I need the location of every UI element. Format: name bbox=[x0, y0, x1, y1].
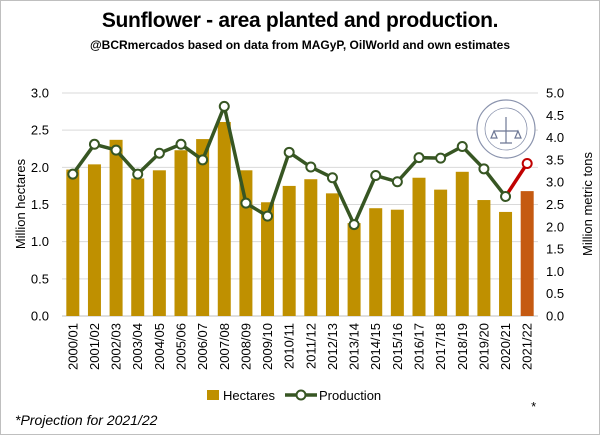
bar-hectares bbox=[499, 211, 513, 316]
bar-hectares bbox=[174, 150, 188, 316]
production-point bbox=[240, 197, 252, 209]
right-tick-label: 1.0 bbox=[546, 264, 564, 279]
production-point bbox=[326, 172, 338, 184]
footnote: *Projection for 2021/22 bbox=[15, 412, 158, 428]
production-point bbox=[262, 210, 274, 222]
legend-production-label: Production bbox=[319, 388, 381, 403]
production-projection-line bbox=[504, 162, 529, 198]
right-tick-label: 2.0 bbox=[546, 219, 564, 234]
legend-hectares-swatch bbox=[207, 390, 219, 400]
x-tick-label: 2006/07 bbox=[195, 323, 210, 370]
production-point bbox=[391, 176, 403, 188]
x-tick-label: 2010/11 bbox=[282, 323, 297, 369]
bar-hectares bbox=[477, 200, 491, 316]
production-point bbox=[132, 168, 144, 180]
production-point bbox=[67, 168, 79, 180]
x-tick-label: 2017/18 bbox=[433, 323, 448, 370]
bar-hectares bbox=[412, 177, 426, 316]
production-point bbox=[456, 141, 468, 153]
right-tick-label: 4.5 bbox=[546, 108, 564, 123]
x-tick-label: 2019/20 bbox=[476, 323, 491, 370]
bar-hectares bbox=[66, 169, 80, 316]
x-tick-label: 2014/15 bbox=[368, 323, 383, 370]
x-tick-label: 2018/19 bbox=[455, 323, 470, 370]
production-point bbox=[197, 154, 209, 166]
right-tick-label: 2.5 bbox=[546, 197, 564, 212]
production-point bbox=[521, 157, 533, 169]
bar-hectares bbox=[520, 191, 534, 316]
production-point bbox=[478, 163, 490, 175]
production-point bbox=[500, 190, 512, 202]
production-point bbox=[110, 144, 122, 156]
x-tick-label: 2015/16 bbox=[390, 323, 405, 370]
bar-hectares bbox=[282, 185, 296, 316]
x-tick-label: 2004/05 bbox=[152, 323, 167, 370]
chart-title: Sunflower - area planted and production. bbox=[101, 9, 499, 32]
right-tick-label: 4.0 bbox=[546, 130, 564, 145]
right-tick-label: 1.5 bbox=[546, 242, 564, 257]
left-axis-label: Million hectares bbox=[13, 158, 28, 249]
production-point bbox=[413, 152, 425, 164]
legend-hectares-label: Hectares bbox=[223, 388, 276, 403]
bar-hectares bbox=[87, 164, 101, 316]
production-point bbox=[283, 146, 295, 158]
left-tick-label: 2.0 bbox=[31, 160, 49, 175]
bar-hectares bbox=[434, 189, 448, 316]
x-tick-label: 2003/04 bbox=[130, 323, 145, 370]
x-tick-label: 2005/06 bbox=[174, 323, 189, 370]
right-tick-label: 0.5 bbox=[546, 286, 564, 301]
production-point bbox=[153, 147, 165, 159]
legend-production-marker bbox=[295, 389, 307, 401]
x-tick-label: 2008/09 bbox=[238, 323, 253, 370]
x-tick-label: 2002/03 bbox=[109, 323, 124, 370]
x-tick-label: 2020/21 bbox=[498, 323, 513, 370]
bar-hectares bbox=[239, 170, 253, 316]
x-tick-label: 2000/01 bbox=[65, 323, 80, 370]
left-tick-label: 2.5 bbox=[31, 123, 49, 138]
bar-hectares bbox=[304, 179, 318, 316]
left-tick-label: 0.5 bbox=[31, 271, 49, 286]
left-tick-label: 1.0 bbox=[31, 234, 49, 249]
left-tick-label: 0.0 bbox=[31, 309, 49, 324]
production-point bbox=[370, 170, 382, 182]
bar-hectares bbox=[390, 209, 404, 316]
x-tick-label: 2001/02 bbox=[87, 323, 102, 370]
bar-hectares bbox=[261, 202, 275, 316]
x-tick-label: 2013/14 bbox=[347, 323, 362, 370]
bar-hectares bbox=[347, 223, 361, 316]
left-tick-label: 1.5 bbox=[31, 197, 49, 212]
bar-hectares bbox=[455, 171, 469, 316]
bar-hectares bbox=[152, 170, 166, 316]
x-tick-label: 2011/12 bbox=[303, 323, 318, 369]
production-point bbox=[305, 161, 317, 173]
right-axis-label: Million metric tons bbox=[580, 151, 595, 256]
left-tick-label: 3.0 bbox=[31, 86, 49, 101]
production-point bbox=[218, 100, 230, 112]
right-tick-label: 0.0 bbox=[546, 309, 564, 324]
production-point bbox=[88, 138, 100, 150]
bar-hectares bbox=[217, 121, 231, 317]
x-tick-label: 2012/13 bbox=[325, 323, 340, 370]
production-point bbox=[175, 138, 187, 150]
chart-subtitle: @BCRmercados based on data from MAGyP, O… bbox=[89, 38, 510, 52]
projection-marker: * bbox=[531, 399, 536, 414]
x-tick-label: 2007/08 bbox=[217, 323, 232, 370]
production-point bbox=[435, 152, 447, 164]
bar-hectares bbox=[131, 178, 145, 316]
x-tick-label: 2016/17 bbox=[412, 323, 427, 370]
bar-hectares bbox=[369, 208, 383, 316]
production-point bbox=[348, 219, 360, 231]
bar-hectares bbox=[109, 139, 123, 316]
bar-hectares bbox=[325, 193, 339, 316]
right-tick-label: 3.0 bbox=[546, 175, 564, 190]
bcr-logo bbox=[476, 99, 536, 159]
right-tick-label: 3.5 bbox=[546, 152, 564, 167]
x-tick-label: 2009/10 bbox=[260, 323, 275, 370]
x-tick-label: 2021/22 bbox=[520, 323, 535, 370]
bar-hectares bbox=[196, 139, 210, 316]
right-tick-label: 5.0 bbox=[546, 86, 564, 101]
